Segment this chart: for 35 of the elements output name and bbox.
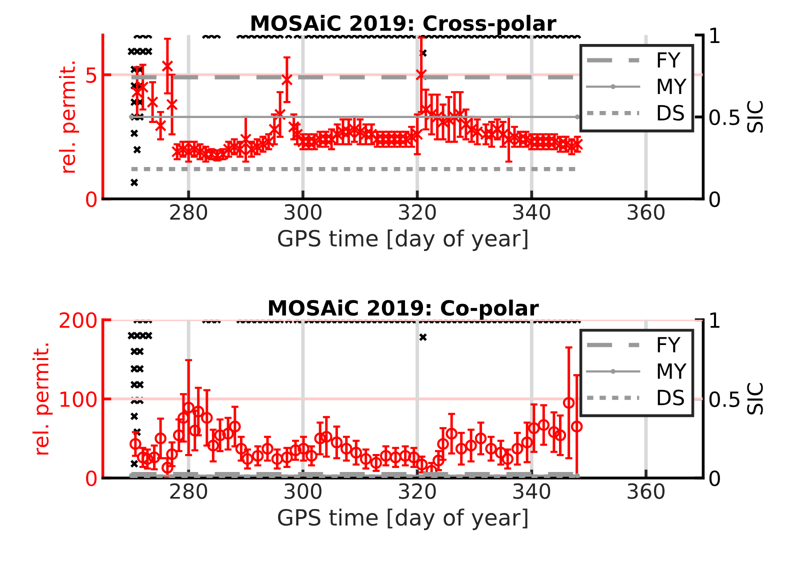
legend-label: DS (658, 104, 684, 121)
x-tick-label: 300 (284, 204, 322, 220)
y2-axis-title: SIC (747, 383, 763, 414)
x-axis-title: GPS time [day of year] (278, 508, 528, 530)
y2-tick-label: 0 (709, 470, 720, 486)
x-axis-title: GPS time [day of year] (278, 229, 528, 251)
x-tick-label: 320 (399, 483, 436, 499)
x-tick-label: 300 (284, 483, 322, 499)
y2-tick-label: 0.5 (709, 109, 740, 126)
y-tick-label: 0 (86, 470, 97, 486)
legend-label: FY (658, 337, 681, 352)
y2-tick-label: 1 (710, 28, 720, 43)
x-tick-label: 320 (399, 204, 436, 220)
y-tick-label: 0 (86, 191, 97, 208)
x-tick-label: 360 (628, 204, 665, 220)
y2-axis-title: SIC (747, 101, 763, 133)
y-tick-label: 100 (60, 391, 97, 408)
y2-tick-label: 0.5 (709, 391, 740, 408)
y2-tick-label: 0 (709, 191, 720, 208)
y2-tick-label: 1 (710, 312, 720, 328)
y-axis-title: rel. permit. (58, 62, 80, 173)
x-tick-label: 340 (513, 204, 550, 220)
chart-title: MOSAiC 2019: Cross-polar (252, 14, 556, 36)
y-tick-label: 200 (60, 312, 97, 328)
y-axis-title: rel. permit. (32, 344, 53, 455)
legend-label: MY (658, 364, 687, 379)
y-tick-label: 5 (86, 67, 96, 83)
x-tick-label: 280 (170, 204, 208, 220)
chart-title: MOSAiC 2019: Co-polar (269, 300, 539, 320)
x-tick-label: 340 (513, 483, 550, 499)
x-tick-label: 280 (170, 483, 208, 499)
legend-label: MY (658, 78, 687, 94)
x-tick-label: 360 (628, 483, 665, 499)
legend-label: FY (658, 52, 681, 68)
legend-label: DS (658, 390, 684, 406)
